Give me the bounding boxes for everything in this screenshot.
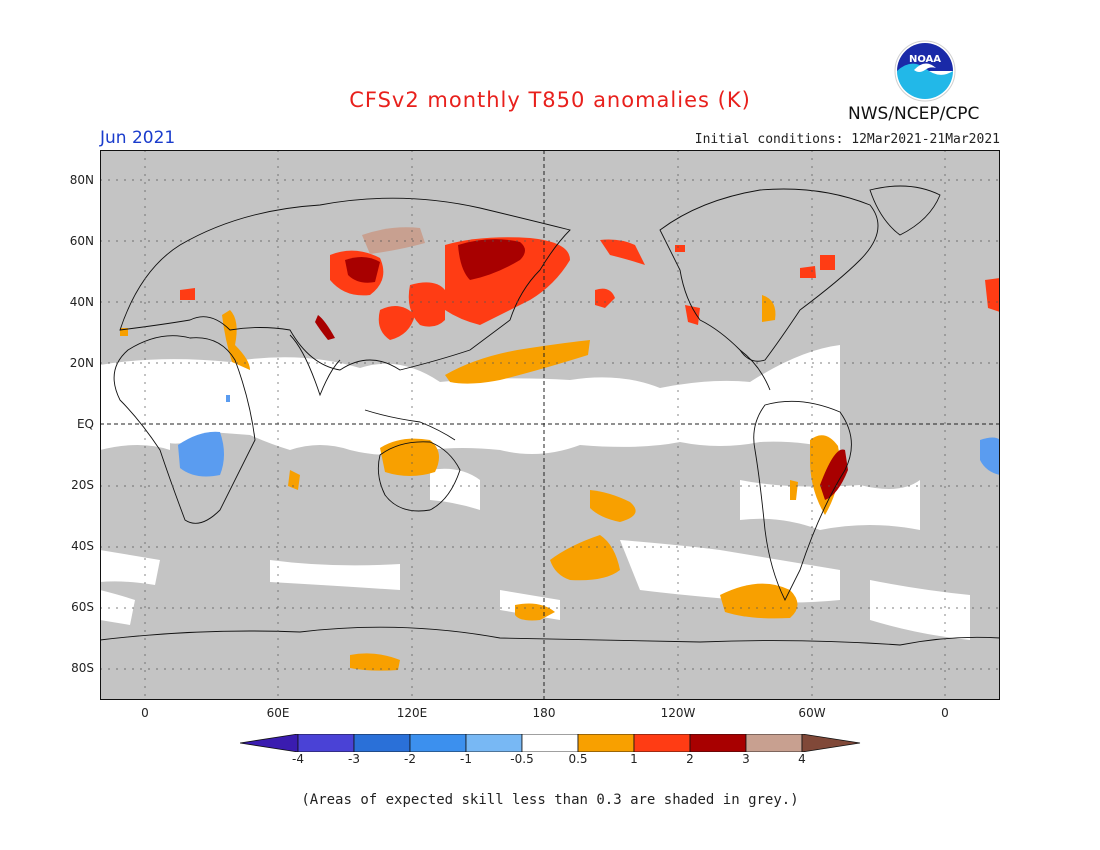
lon-label: 60E: [266, 706, 290, 720]
lat-label: EQ: [76, 417, 94, 431]
anomaly-map: [100, 150, 1000, 700]
colorbar-tick: -1: [460, 752, 472, 766]
colorbar-tick: -2: [404, 752, 416, 766]
colorbar-bin: [633, 734, 691, 752]
lon-label: 60W: [798, 706, 826, 720]
lat-label: 60N: [69, 234, 94, 248]
colorbar: [240, 734, 861, 752]
lat-label: 80N: [69, 173, 94, 187]
colorbar-bin: [745, 734, 803, 752]
organization-label: NWS/NCEP/CPC: [848, 104, 980, 124]
colorbar-tick: 0.5: [568, 752, 588, 766]
colorbar-high-arrow: [801, 734, 861, 752]
colorbar-low-arrow: [240, 734, 299, 752]
blue-regions: [178, 395, 1000, 477]
lat-label: 20N: [69, 356, 94, 370]
lon-label: 0: [941, 706, 949, 720]
chart-title: CFSv2 monthly T850 anomalies (K): [349, 88, 751, 112]
tan-regions: [362, 227, 425, 254]
colorbar-tick: 2: [686, 752, 694, 766]
colorbar-bin: [577, 734, 635, 752]
colorbar-tick: -0.5: [510, 752, 534, 766]
lon-label: 120E: [396, 706, 428, 720]
initial-conditions-label: Initial conditions: 12Mar2021-21Mar2021: [694, 132, 1000, 147]
colorbar-bin: [297, 734, 355, 752]
colorbar-bin: [409, 734, 467, 752]
colorbar-bin: [521, 734, 579, 752]
noaa-logo-icon: NOAA: [894, 40, 956, 102]
lat-label: 40N: [69, 295, 94, 309]
colorbar-tick: 1: [630, 752, 638, 766]
lat-label: 20S: [71, 478, 94, 492]
darkred-regions: [315, 239, 848, 500]
colorbar-tick: -4: [292, 752, 304, 766]
colorbar-bin: [689, 734, 747, 752]
lon-label: 180: [532, 706, 556, 720]
lat-label: 40S: [71, 539, 94, 553]
colorbar-tick: -3: [348, 752, 360, 766]
colorbar-tick: 4: [798, 752, 806, 766]
colorbar-bin: [353, 734, 411, 752]
colorbar-tick: 3: [742, 752, 750, 766]
lon-label: 0: [141, 706, 149, 720]
logo-text: NOAA: [909, 54, 941, 65]
skill-footnote: (Areas of expected skill less than 0.3 a…: [301, 792, 799, 808]
colorbar-bin: [465, 734, 523, 752]
coastlines: [100, 185, 1000, 646]
lat-label: 80S: [71, 661, 94, 675]
gridlines: [100, 150, 1000, 700]
month-label: Jun 2021: [100, 128, 176, 148]
lon-label: 120W: [660, 706, 696, 720]
lat-label: 60S: [71, 600, 94, 614]
